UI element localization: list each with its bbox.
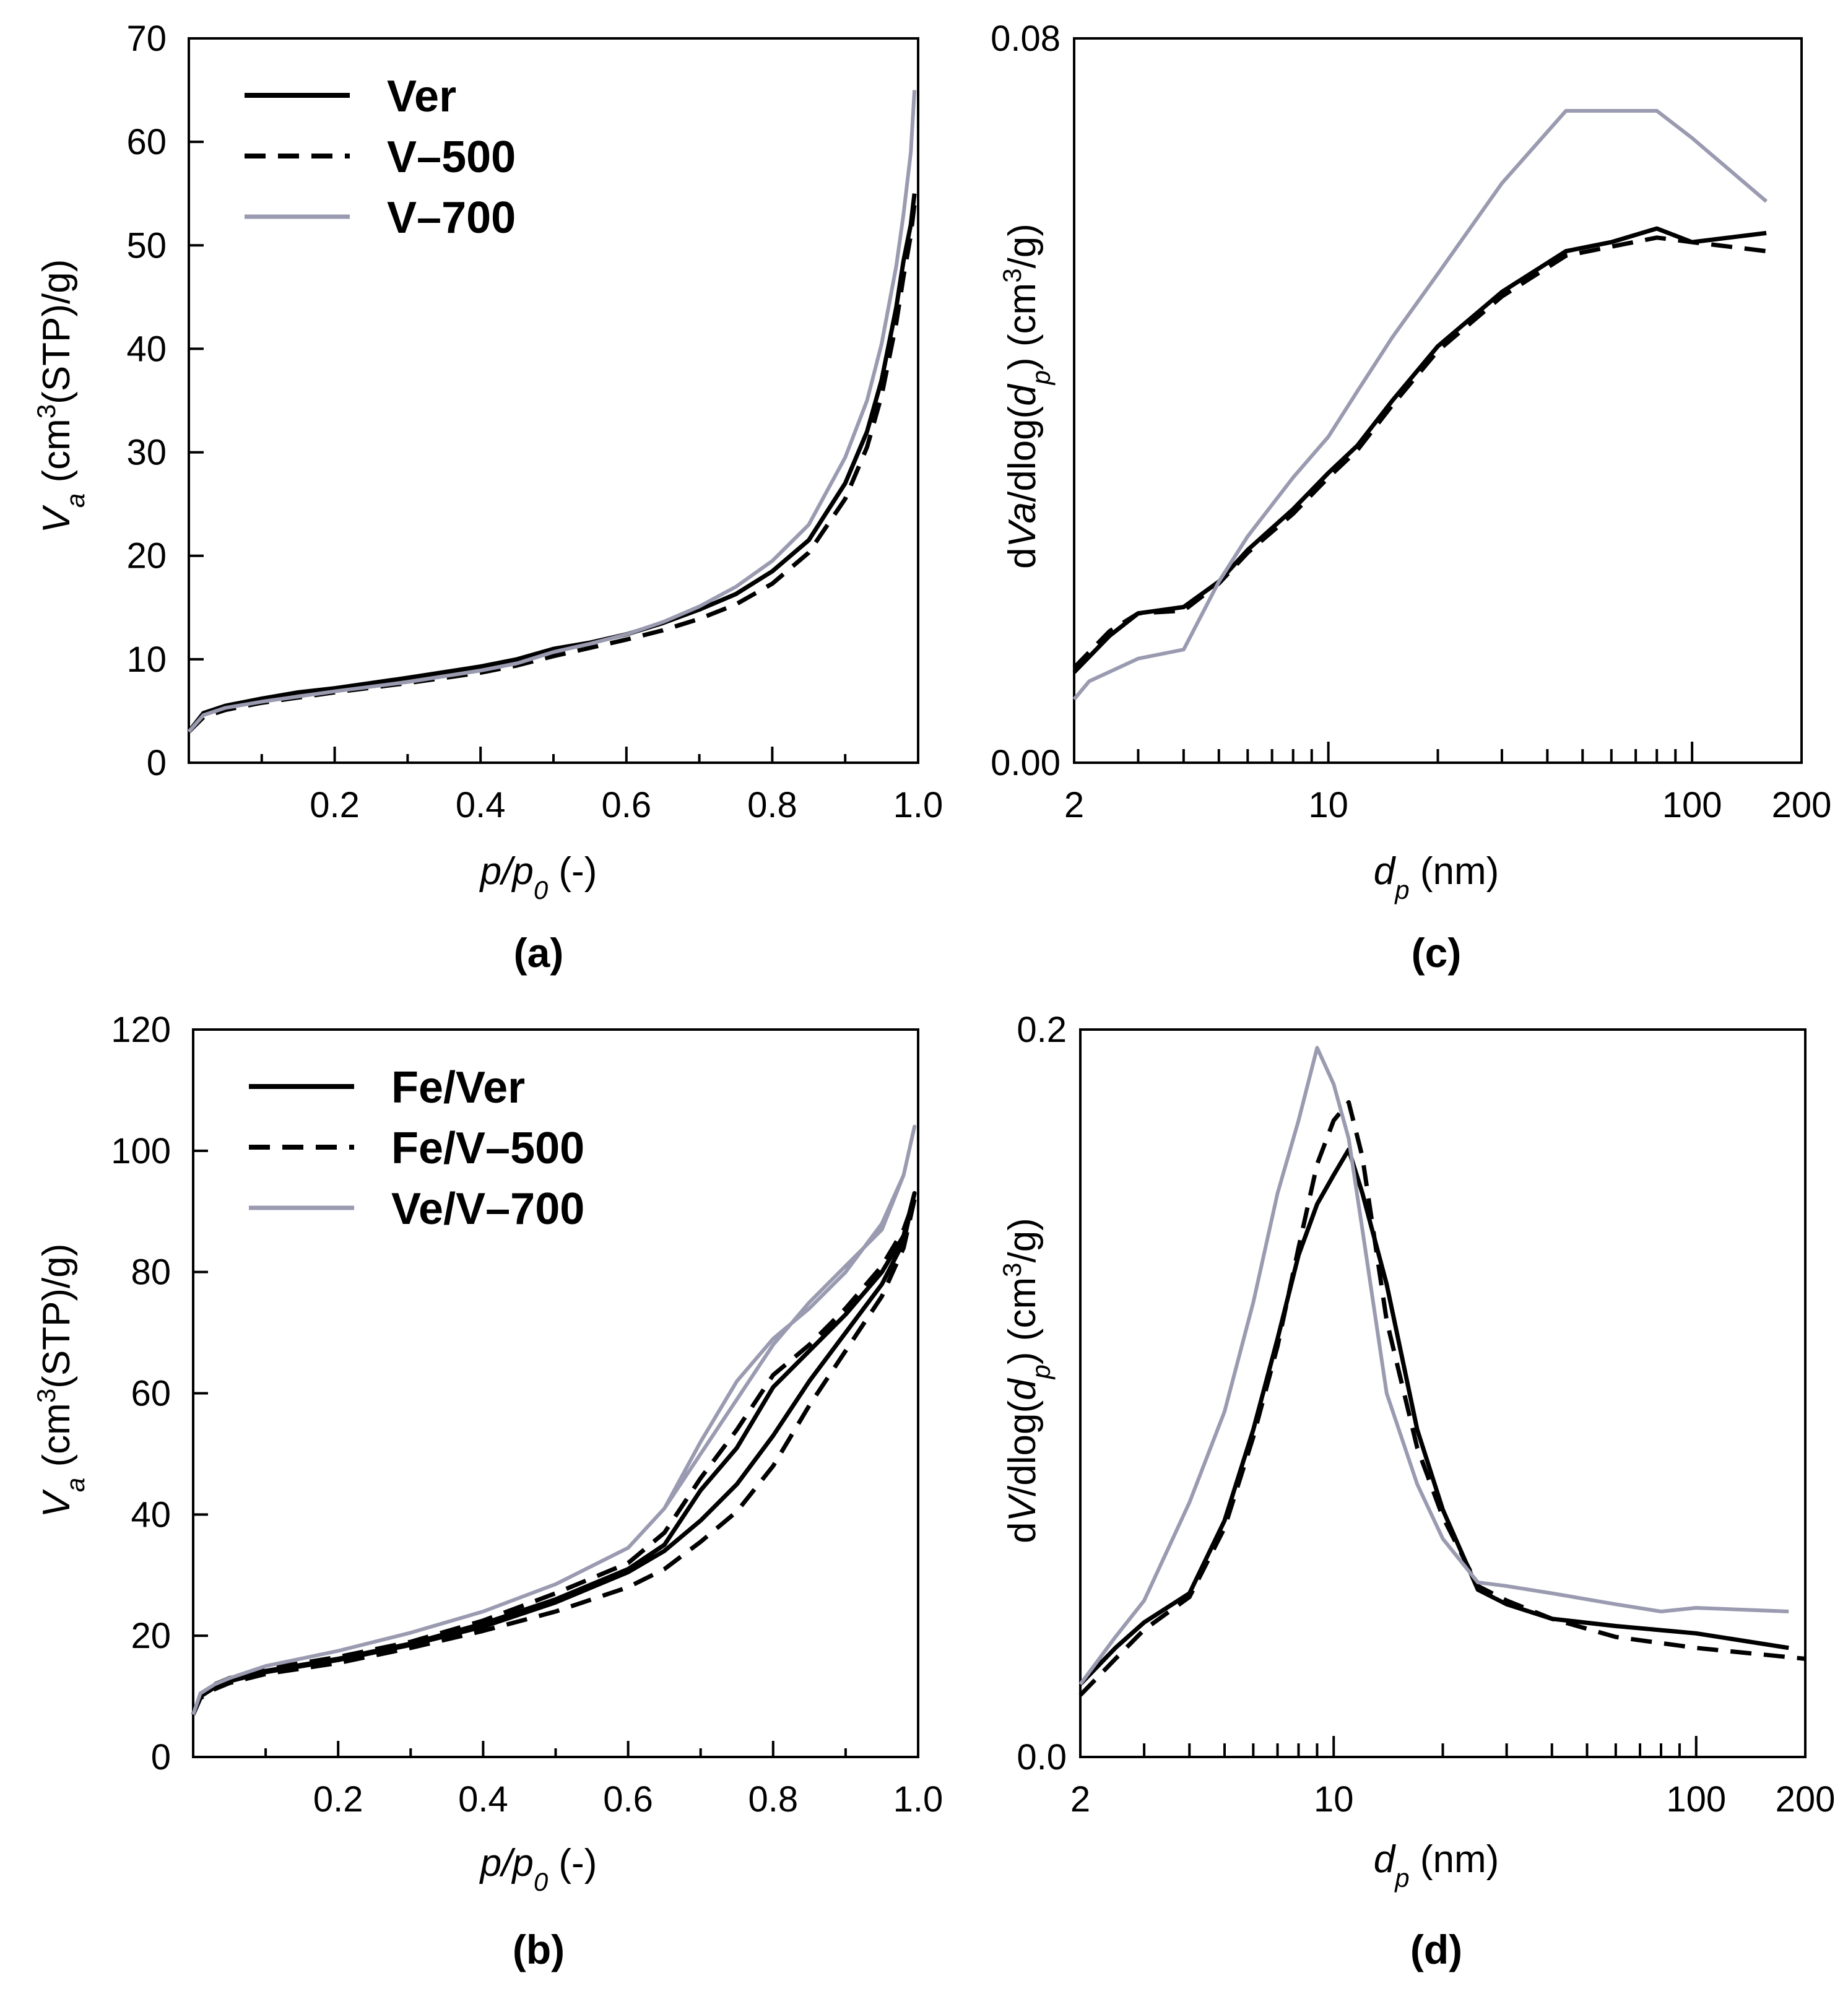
panel-a-legend-label-1: Ver (387, 72, 456, 121)
panel-b-y-tick-label: 0 (151, 1737, 171, 1777)
panel-d-y-tick-label: 0.2 (1017, 1010, 1067, 1050)
panel-a-legend-label-2: V–500 (387, 132, 516, 182)
panel-b-y-tick-label: 60 (131, 1374, 171, 1414)
panel-d-x-title: dp (nm) (1374, 1838, 1499, 1893)
panel-c-series-3-line (1072, 109, 1768, 701)
panel-b-legend-label-1: Fe/Ver (391, 1063, 525, 1113)
panel-a-y-tick-label: 0 (147, 743, 167, 783)
panel-a-y-tick-label: 40 (126, 329, 167, 369)
panel-b-legend-label-3: Ve/V–700 (391, 1184, 584, 1234)
panel-b-x-tick-label: 0.6 (603, 1779, 653, 1820)
panel-a: 0.2 0.4 0.6 0.8 1.0 0 10 20 30 40 50 60 70 Ver V–500 V–… (126, 19, 943, 825)
panel-c-plot-frame (1073, 37, 1803, 764)
panel-a-y-tick-label: 50 (126, 225, 167, 266)
panel-a-y-tick-label: 30 (126, 433, 167, 473)
panel-a-y-tick-label: 70 (126, 19, 167, 59)
panel-b-x-tick-label: 0.2 (313, 1779, 363, 1820)
panel-c: 2 10 100 200 0.00 0.08 (991, 19, 1831, 825)
panel-c-x-tick-label: 200 (1772, 785, 1832, 825)
panel-d-x-tick-label: 200 (1776, 1779, 1836, 1820)
panel-b-series-2-line (191, 1197, 917, 1716)
panel-b-y-title: Va (cm3(STP)/g) (32, 1244, 90, 1518)
panel-d-x-tick-label: 2 (1070, 1779, 1090, 1820)
panel-b-y-tick-label: 40 (131, 1494, 171, 1535)
panel-c-x-tick-label: 100 (1662, 785, 1722, 825)
panel-d-series-1-line (1078, 1147, 1789, 1686)
panel-c-x-title: dp (nm) (1374, 850, 1499, 904)
panel-d-x-tick-label: 10 (1314, 1779, 1354, 1820)
panel-a-series-3-line (187, 90, 917, 733)
panel-a-x-tick-label: 0.8 (747, 785, 797, 825)
panel-c-y-tick-label: 0.00 (991, 743, 1061, 783)
panel-label-d: (d) (1410, 1927, 1462, 1972)
panel-a-legend-label-3: V–700 (387, 193, 516, 243)
panel-c-series-2-line (1072, 235, 1767, 669)
panel-a-x-title: p/p0 (-) (479, 850, 597, 904)
panel-b-y-tick-label: 80 (131, 1252, 171, 1293)
panel-c-series-1-line (1072, 226, 1767, 674)
panel-label-c: (c) (1412, 930, 1462, 976)
panel-c-y-tick-label: 0.08 (991, 19, 1061, 59)
panel-a-x-tick-label: 0.2 (310, 785, 360, 825)
panel-d-y-tick-label: 0.0 (1017, 1737, 1067, 1777)
panel-b-x-tick-label: 0.8 (748, 1779, 798, 1820)
panel-d: 2 10 100 200 0.0 0.2 (1017, 1010, 1835, 1820)
panel-a-y-tick-label: 10 (126, 640, 167, 680)
panel-c-x-tick-label: 2 (1064, 785, 1084, 825)
panel-d-y-title: dV/dlog(dp) (cm3/g) (997, 1218, 1056, 1543)
panel-a-y-title: Va (cm3(STP)/g) (32, 259, 90, 534)
panel-b: 0.2 0.4 0.6 0.8 1.0 0 20 40 60 80 100 120 Fe/Ver Fe/V… (111, 1010, 943, 1820)
panel-b-legend-label-2: Fe/V–500 (391, 1124, 584, 1173)
panel-c-y-title: dVa/dlog(dp) (cm3/g) (997, 223, 1056, 569)
panel-b-series-1-line (191, 1191, 917, 1716)
panel-b-x-title: p/p0 (-) (479, 1842, 597, 1896)
panel-a-x-tick-label: 0.4 (456, 785, 506, 825)
panel-a-x-tick-label: 1.0 (893, 785, 944, 825)
panel-b-y-tick-label: 20 (131, 1616, 171, 1656)
panel-c-x-tick-label: 10 (1308, 785, 1348, 825)
panel-d-x-tick-label: 100 (1666, 1779, 1726, 1820)
panel-a-x-tick-label: 0.6 (601, 785, 651, 825)
panel-a-y-tick-label: 60 (126, 122, 167, 162)
panel-b-x-tick-label: 0.4 (458, 1779, 508, 1820)
panel-b-series-3-line (191, 1124, 917, 1716)
panel-d-series-3-line (1078, 1046, 1789, 1686)
panel-label-b: (b) (513, 1927, 565, 1972)
panel-a-y-tick-label: 20 (126, 536, 167, 576)
panel-label-a: (a) (514, 930, 564, 976)
panel-b-y-tick-label: 120 (111, 1010, 171, 1050)
panel-b-y-tick-label: 100 (111, 1131, 171, 1171)
panel-b-x-tick-label: 1.0 (893, 1779, 944, 1820)
panel-d-plot-frame (1079, 1028, 1807, 1758)
panel-d-series-2-line (1078, 1100, 1806, 1697)
